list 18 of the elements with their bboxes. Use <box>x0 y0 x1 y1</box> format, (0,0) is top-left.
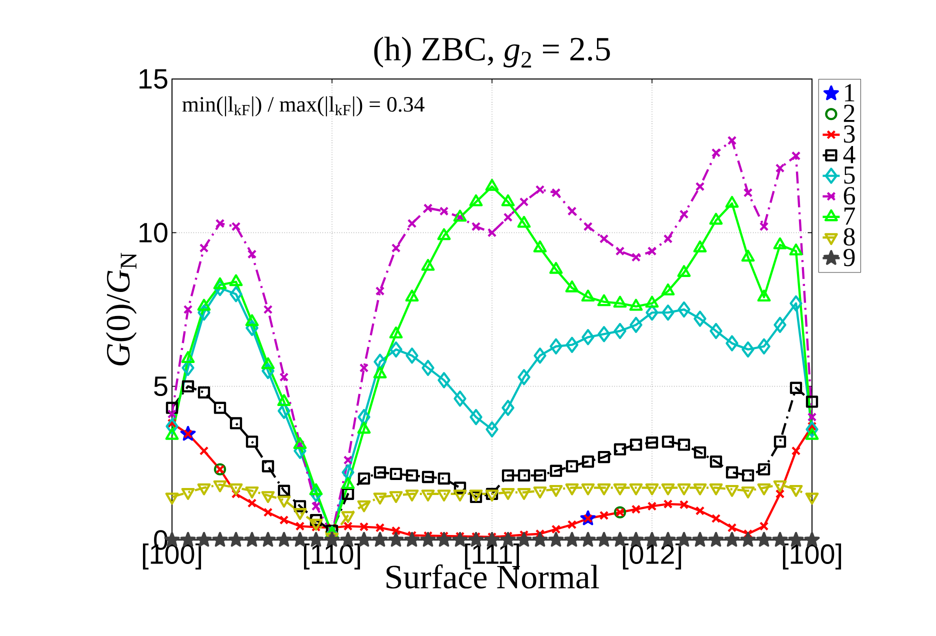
chart-title: (h) ZBC, g$_{2}$ = 2.5 <box>374 36 610 68</box>
y-tick-label: 5 <box>154 376 168 396</box>
legend-label: 7 <box>844 208 855 225</box>
legend-label: 8 <box>844 228 855 246</box>
x-tick-label: [110] <box>304 544 360 570</box>
y-axis-title: G(0)/G$_{N}$ <box>106 252 137 366</box>
legend-label: 9 <box>844 248 855 266</box>
y-tick-label: 15 <box>140 69 168 89</box>
legend-label: 4 <box>843 146 856 164</box>
legend-label: 1 <box>845 84 854 102</box>
legend-label: 5 <box>844 166 855 184</box>
legend-label: 3 <box>844 125 855 143</box>
x-tick-label: [100] <box>782 544 842 570</box>
legend-label: 2 <box>844 104 854 122</box>
x-tick-label: [012] <box>622 544 682 570</box>
legend-label: 6 <box>844 187 855 204</box>
annotation: min(|l$_{kF}$|) / max(|l$_{kF}$|) = 0.34 <box>182 96 424 116</box>
y-tick-label: 10 <box>140 222 168 243</box>
